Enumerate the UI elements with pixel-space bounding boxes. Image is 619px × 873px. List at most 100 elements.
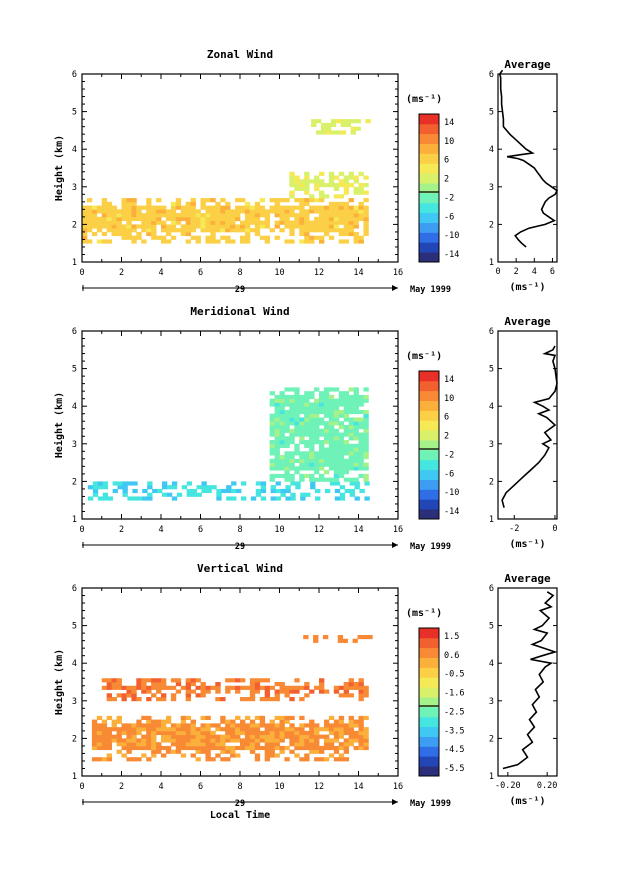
heatmap-cell	[289, 171, 295, 176]
heatmap-cell	[328, 462, 335, 467]
heatmap-cell	[333, 201, 340, 206]
heatmap-cell	[348, 224, 354, 229]
heatmap-cell	[141, 753, 147, 758]
heatmap-cell	[101, 220, 108, 225]
heatmap-cell	[328, 183, 335, 188]
heatmap-cell	[87, 485, 94, 490]
heatmap-cell	[363, 224, 369, 229]
heatmap-cell	[156, 235, 162, 240]
heatmap-cell	[274, 406, 280, 411]
heatmap-cell	[121, 753, 127, 758]
colorbar-swatch	[419, 114, 439, 125]
heatmap-cell	[269, 198, 275, 203]
heatmap-cell	[240, 228, 246, 233]
heatmap-cell	[299, 432, 305, 437]
heatmap-cell	[328, 477, 335, 482]
heatmap-cell	[141, 734, 147, 739]
heatmap-cell	[170, 220, 177, 225]
heatmap-cell	[220, 742, 226, 747]
colorbar-swatch	[419, 371, 439, 382]
heatmap-cell	[156, 723, 162, 728]
heatmap-cell	[343, 186, 350, 191]
heatmap-cell	[294, 179, 300, 184]
heatmap-cell	[304, 440, 310, 445]
heatmap-cell	[146, 205, 152, 210]
heatmap-cell	[348, 198, 354, 203]
heatmap-cell	[215, 209, 221, 214]
heatmap-cell	[175, 723, 182, 728]
heatmap-cell	[244, 216, 251, 222]
heatmap-cell	[264, 685, 271, 690]
heatmap-cell	[333, 749, 340, 754]
heatmap-cell	[151, 727, 157, 732]
heatmap-cell	[314, 432, 320, 437]
heatmap-cell	[304, 175, 310, 180]
heatmap-cell	[348, 421, 354, 426]
colorbar-tick-label: -14	[444, 507, 459, 517]
heatmap-cell	[319, 213, 325, 218]
heatmap-cell	[279, 682, 285, 687]
heatmap-cell	[131, 738, 137, 743]
x-tick-label: 16	[393, 268, 403, 278]
heatmap-cell	[146, 757, 152, 762]
heatmap-cell	[151, 213, 157, 218]
heatmap-cell	[200, 213, 206, 218]
heatmap-cell	[225, 213, 231, 218]
heatmap-cell	[82, 209, 88, 214]
heatmap-cell	[289, 231, 295, 237]
heatmap-cell	[299, 757, 305, 762]
heatmap-cell	[353, 477, 359, 482]
heatmap-cell	[289, 685, 295, 690]
heatmap-cell	[339, 496, 346, 501]
heatmap-cell	[338, 239, 345, 244]
heatmap-cell	[353, 190, 359, 195]
heatmap-cell	[269, 697, 275, 702]
heatmap-cell	[343, 693, 350, 698]
heatmap-cell	[294, 466, 300, 471]
heatmap-cell	[289, 428, 295, 433]
heatmap-cell	[358, 421, 364, 426]
y-tick-label: 2	[72, 734, 77, 744]
heatmap-cell	[343, 213, 350, 218]
heatmap-cell	[299, 402, 305, 407]
heatmap-cell	[309, 235, 315, 240]
heatmap-cell	[289, 421, 295, 426]
heatmap-cell	[225, 757, 231, 762]
heatmap-cell	[338, 685, 345, 690]
colorbar-tick-label: -2	[444, 450, 454, 460]
heatmap-cell	[249, 216, 256, 222]
heatmap-cell	[161, 492, 168, 497]
heatmap-cell	[161, 228, 167, 233]
heatmap-cell	[330, 119, 337, 124]
heatmap-cell	[175, 678, 182, 683]
heatmap-cell	[210, 745, 216, 751]
heatmap-cell	[323, 447, 330, 452]
heatmap-cell	[319, 171, 325, 176]
heatmap-cell	[299, 394, 305, 400]
heatmap-cell	[111, 723, 117, 728]
heatmap-cell	[348, 394, 354, 400]
heatmap-cell	[328, 179, 335, 184]
heatmap-cell	[220, 715, 226, 720]
heatmap-cell	[165, 715, 172, 720]
heatmap-cell	[215, 738, 221, 743]
heatmap-cell	[180, 742, 187, 747]
heatmap-cell	[235, 738, 241, 743]
heatmap-cell	[96, 220, 103, 225]
heatmap-cell	[210, 231, 216, 237]
colorbar-swatch	[419, 637, 439, 649]
heatmap-cell	[82, 216, 88, 222]
heatmap-cell	[284, 428, 290, 433]
heatmap-cell	[353, 745, 359, 751]
heatmap-cell	[142, 488, 148, 494]
x-tick-label: 6	[198, 525, 203, 535]
heatmap-cell	[190, 205, 196, 210]
heatmap-cell	[240, 239, 246, 244]
heatmap-cell	[161, 678, 167, 683]
heatmap-cell	[274, 409, 280, 415]
heatmap-cell	[358, 201, 364, 206]
heatmap-cell	[299, 183, 305, 188]
heatmap-cell	[294, 216, 300, 222]
heatmap-cell	[161, 682, 167, 687]
heatmap-cell	[205, 228, 211, 233]
